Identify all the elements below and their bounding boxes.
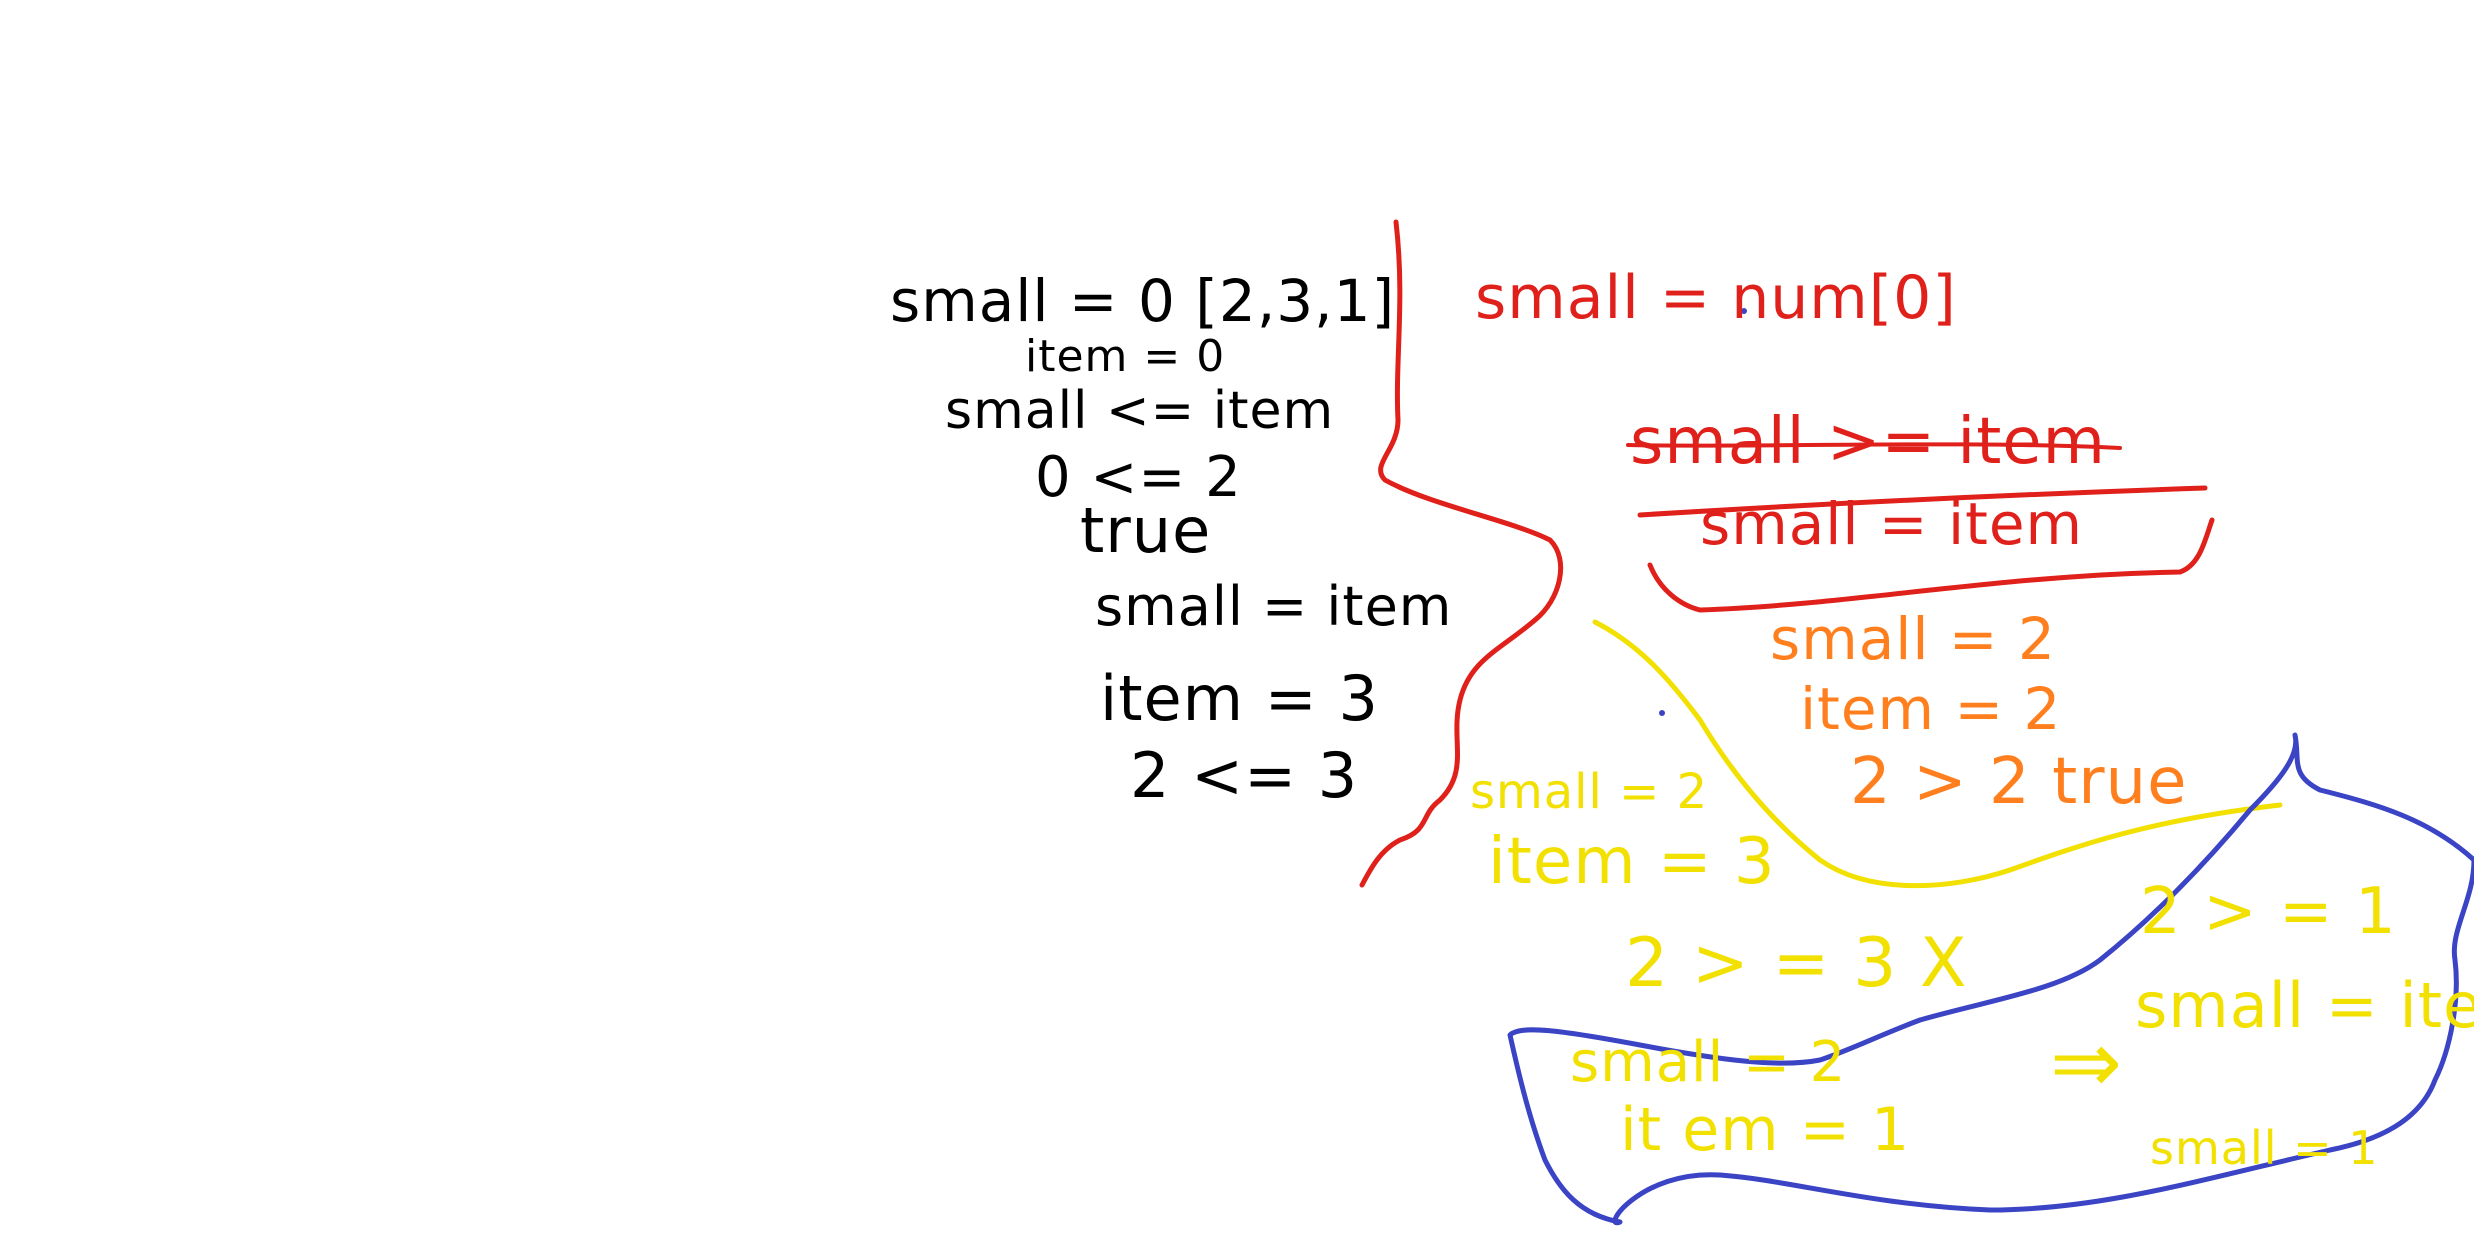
blue-dot (1659, 710, 1665, 716)
note-yellow-arrow: ⇒ (2050, 1013, 2124, 1113)
note-yellow-line-5: it em = 1 (1620, 1095, 1911, 1165)
red-tail-stroke (1626, 442, 2122, 450)
yellow-curve-stroke (1592, 619, 2283, 889)
note-orange-line-2: item = 2 (1800, 675, 2062, 743)
note-black-line-3: small <= item (945, 381, 1335, 441)
red-bracket-stroke (1647, 517, 2215, 613)
note-orange-line-3: 2 > 2 true (1850, 745, 2188, 819)
note-yellow-line-2: item = 3 (1488, 825, 1776, 899)
note-black-line-1: small = 0 [2,3,1] (890, 267, 1396, 335)
note-black-line-4: 0 <= 2 (1035, 445, 1242, 510)
note-orange-line-1: small = 2 (1770, 605, 2056, 673)
red-divider-stroke (1359, 219, 1564, 888)
note-yellow-line-7: small = item (2135, 969, 2474, 1042)
note-yellow-line-1: small = 2 (1470, 764, 1709, 820)
note-red-line-3: small = item (1700, 490, 2083, 558)
note-black-line-8: 2 <= 3 (1130, 739, 1359, 812)
note-yellow-line-8: small = 1 (2150, 1121, 2379, 1175)
note-yellow-line-4: small = 2 (1570, 1030, 1847, 1095)
note-yellow-line-6: 2 > = 1 (2140, 875, 2397, 949)
note-yellow-line-3: 2 > = 3 X (1625, 924, 1968, 1003)
note-black-line-2: item = 0 (1025, 331, 1226, 382)
blue-dot (1741, 308, 1747, 314)
note-red-line-1: small = num[0] (1475, 263, 1957, 333)
note-black-line-5: true (1080, 494, 1212, 567)
note-red-line-2: small >= item (1630, 405, 2106, 479)
note-black-line-6: small = item (1095, 575, 1453, 638)
blue-enclosure-stroke (1507, 732, 2474, 1226)
red-underline-stroke (1637, 485, 2208, 518)
note-black-line-7: item = 3 (1100, 662, 1379, 735)
